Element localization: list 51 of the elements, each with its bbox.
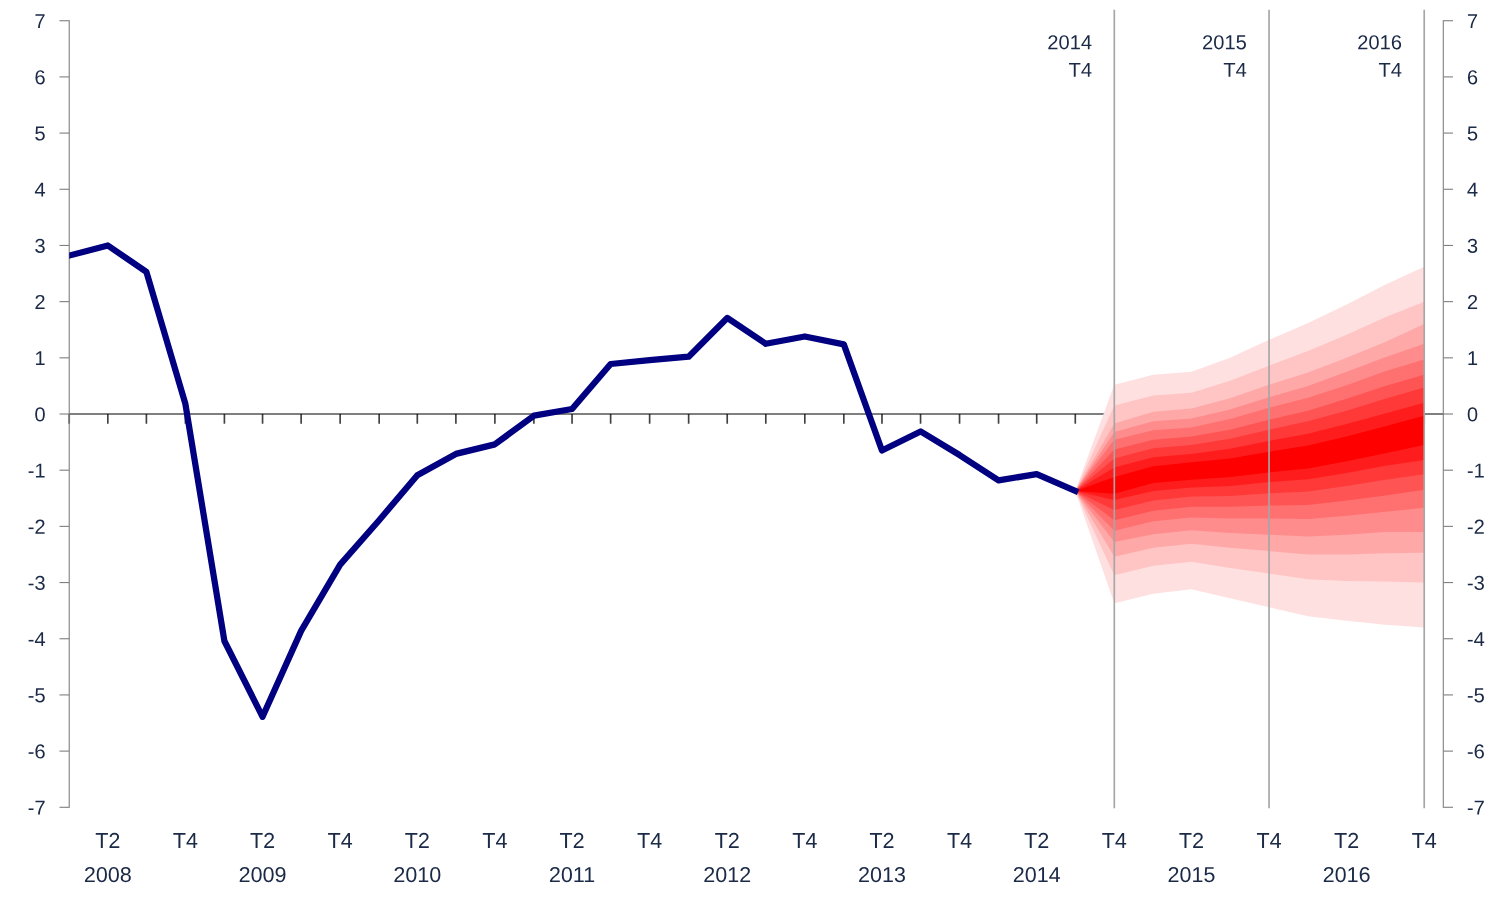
y-tick-label: 7 xyxy=(35,14,45,29)
y-tick-label: -2 xyxy=(28,519,45,534)
y2-tick-label: 2 xyxy=(1467,294,1478,309)
y-tick-label: -5 xyxy=(28,688,45,703)
y-tick-label: -1 xyxy=(28,463,45,478)
x-tick-label: T2 2010 xyxy=(394,832,441,883)
y-tick-label: -7 xyxy=(28,800,45,815)
x-tick-label: T2 2012 xyxy=(704,832,751,883)
y-tick-label: 6 xyxy=(35,70,45,85)
ref-line-label: 2015 T4 xyxy=(1203,35,1247,77)
x-tick-label: T2 2008 xyxy=(84,832,131,883)
y-tick-label: 0 xyxy=(35,407,45,422)
x-tick-label: T2 2016 xyxy=(1323,832,1370,883)
y2-tick-label: -1 xyxy=(1467,463,1484,478)
ref-line-label: 2014 T4 xyxy=(1048,35,1092,77)
x-tick-label: T4 xyxy=(637,833,662,848)
x-tick-label: T4 xyxy=(1102,833,1127,848)
y-tick-label: 5 xyxy=(35,126,45,141)
x-tick-label: T2 2009 xyxy=(239,832,286,883)
y-tick-label: -6 xyxy=(28,744,45,759)
x-tick-label: T4 xyxy=(482,833,507,848)
y2-tick-label: 6 xyxy=(1467,70,1478,85)
x-tick-label: T4 xyxy=(792,833,817,848)
y2-tick-label: 1 xyxy=(1468,351,1478,366)
y2-tick-label: 4 xyxy=(1467,182,1478,197)
y2-tick-label: -6 xyxy=(1467,744,1484,759)
x-tick-label: T2 2015 xyxy=(1168,832,1215,883)
x-tick-label: T4 xyxy=(173,833,198,848)
x-tick-label: T2 2014 xyxy=(1013,832,1061,883)
y-tick-label: 1 xyxy=(35,351,45,366)
x-tick-label: T2 2013 xyxy=(859,832,905,883)
x-tick-label: T4 xyxy=(947,833,972,848)
y2-tick-label: 7 xyxy=(1467,14,1478,29)
y-tick-label: 2 xyxy=(35,294,45,309)
y2-tick-label: -7 xyxy=(1467,800,1484,815)
y-tick-label: -3 xyxy=(28,575,45,591)
ref-line-label: 2016 T4 xyxy=(1358,35,1402,77)
y-tick-label: 3 xyxy=(35,238,45,253)
y2-tick-label: -2 xyxy=(1467,519,1484,534)
y2-tick-label: 5 xyxy=(1467,126,1478,141)
x-tick-label: T2 2011 xyxy=(549,832,595,883)
y2-tick-label: 0 xyxy=(1467,407,1478,422)
y2-tick-label: -5 xyxy=(1467,688,1484,703)
y2-tick-label: -3 xyxy=(1467,575,1484,591)
x-tick-label: T4 xyxy=(328,833,353,848)
x-tick-label: T4 xyxy=(1412,833,1437,848)
y2-tick-label: 3 xyxy=(1467,238,1478,253)
y-tick-label: 4 xyxy=(34,182,46,197)
x-tick-label: T4 xyxy=(1256,833,1281,848)
y2-tick-label: -4 xyxy=(1467,632,1485,647)
y-tick-label: -4 xyxy=(28,632,46,647)
